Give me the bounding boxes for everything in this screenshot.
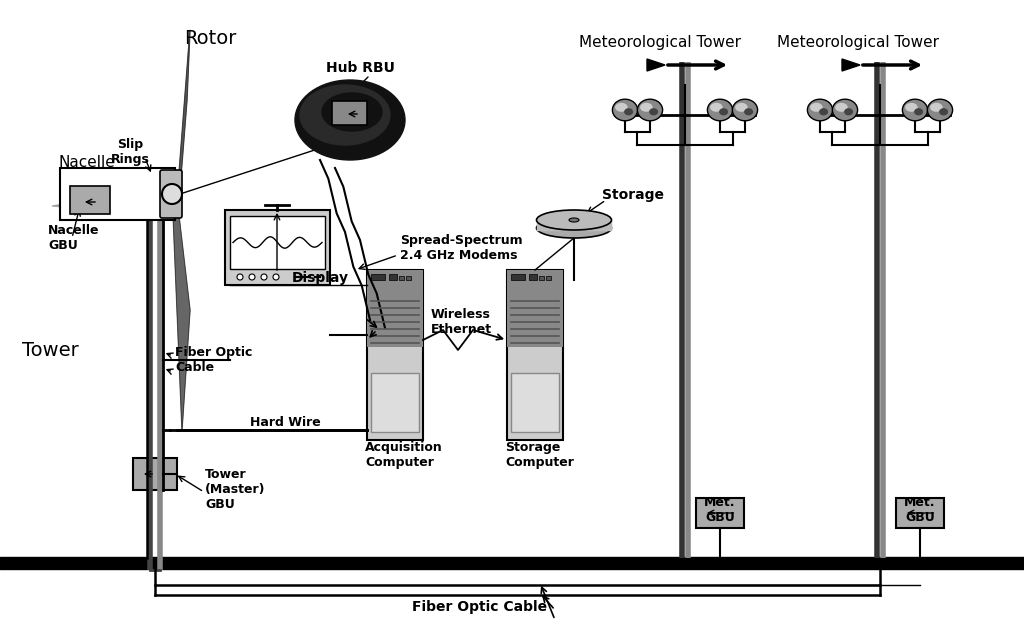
- Ellipse shape: [930, 103, 943, 112]
- Bar: [332, 101, 367, 125]
- Circle shape: [273, 274, 279, 280]
- Ellipse shape: [537, 218, 611, 238]
- Ellipse shape: [624, 108, 633, 115]
- Polygon shape: [177, 30, 190, 199]
- Ellipse shape: [537, 210, 611, 230]
- Polygon shape: [842, 59, 860, 71]
- Text: Wireless
Ethernet: Wireless Ethernet: [430, 308, 492, 336]
- Ellipse shape: [810, 103, 822, 112]
- Bar: [529, 274, 537, 280]
- Ellipse shape: [819, 108, 828, 115]
- Bar: [225, 210, 330, 285]
- Bar: [896, 498, 944, 528]
- Text: Rotor: Rotor: [184, 29, 237, 48]
- Bar: [367, 270, 423, 440]
- Bar: [230, 216, 325, 269]
- Bar: [70, 186, 110, 214]
- Text: Display: Display: [292, 271, 348, 285]
- Bar: [696, 498, 744, 528]
- Polygon shape: [172, 189, 190, 430]
- Bar: [371, 373, 419, 432]
- Text: Meteorological Tower: Meteorological Tower: [777, 34, 939, 50]
- Bar: [399, 276, 404, 280]
- Bar: [507, 270, 563, 440]
- Ellipse shape: [637, 99, 663, 121]
- Ellipse shape: [744, 108, 753, 115]
- Bar: [511, 274, 525, 280]
- Ellipse shape: [807, 99, 833, 121]
- Polygon shape: [647, 59, 665, 71]
- Ellipse shape: [710, 103, 723, 112]
- Bar: [546, 276, 551, 280]
- Text: Tower
(Master)
GBU: Tower (Master) GBU: [205, 468, 265, 512]
- Text: Nacelle: Nacelle: [58, 155, 115, 169]
- Bar: [507, 270, 563, 347]
- Text: Fiber Optic Cable: Fiber Optic Cable: [413, 600, 548, 614]
- Circle shape: [249, 274, 255, 280]
- Text: Fiber Optic
Cable: Fiber Optic Cable: [175, 346, 252, 374]
- Text: Storage: Storage: [602, 188, 664, 202]
- Bar: [389, 274, 397, 280]
- Ellipse shape: [615, 103, 628, 112]
- Text: Hard Wire: Hard Wire: [250, 415, 321, 429]
- Bar: [406, 276, 411, 280]
- FancyBboxPatch shape: [160, 170, 182, 218]
- Circle shape: [237, 274, 243, 280]
- Text: Spread-Spectrum
2.4 GHz Modems: Spread-Spectrum 2.4 GHz Modems: [400, 234, 522, 262]
- Ellipse shape: [735, 103, 748, 112]
- Text: Meteorological Tower: Meteorological Tower: [579, 34, 741, 50]
- Ellipse shape: [322, 93, 382, 131]
- Ellipse shape: [836, 103, 848, 112]
- Ellipse shape: [640, 103, 652, 112]
- Circle shape: [162, 184, 182, 204]
- Ellipse shape: [612, 99, 638, 121]
- Ellipse shape: [902, 99, 928, 121]
- Bar: [60, 168, 175, 220]
- Text: Slip
Rings: Slip Rings: [111, 138, 150, 166]
- Ellipse shape: [300, 85, 390, 145]
- Bar: [539, 276, 544, 280]
- Circle shape: [261, 274, 267, 280]
- Text: Acquisition
Computer: Acquisition Computer: [365, 441, 442, 469]
- Ellipse shape: [719, 108, 728, 115]
- Ellipse shape: [569, 218, 579, 222]
- Ellipse shape: [708, 99, 732, 121]
- Ellipse shape: [914, 108, 923, 115]
- Ellipse shape: [833, 99, 857, 121]
- Ellipse shape: [928, 99, 952, 121]
- Ellipse shape: [905, 103, 918, 112]
- Text: Met.
GBU: Met. GBU: [904, 496, 936, 524]
- Text: Nacelle
GBU: Nacelle GBU: [48, 224, 99, 252]
- Text: Storage
Computer: Storage Computer: [505, 441, 573, 469]
- Text: Met.
GBU: Met. GBU: [705, 496, 736, 524]
- Bar: [367, 270, 423, 347]
- Ellipse shape: [844, 108, 853, 115]
- Ellipse shape: [649, 108, 658, 115]
- Ellipse shape: [732, 99, 758, 121]
- Bar: [133, 458, 177, 490]
- Polygon shape: [52, 189, 167, 209]
- Bar: [371, 274, 385, 280]
- Text: Tower: Tower: [22, 341, 79, 359]
- Ellipse shape: [295, 80, 406, 160]
- Ellipse shape: [939, 108, 948, 115]
- Bar: [511, 373, 559, 432]
- Text: Hub RBU: Hub RBU: [326, 61, 394, 75]
